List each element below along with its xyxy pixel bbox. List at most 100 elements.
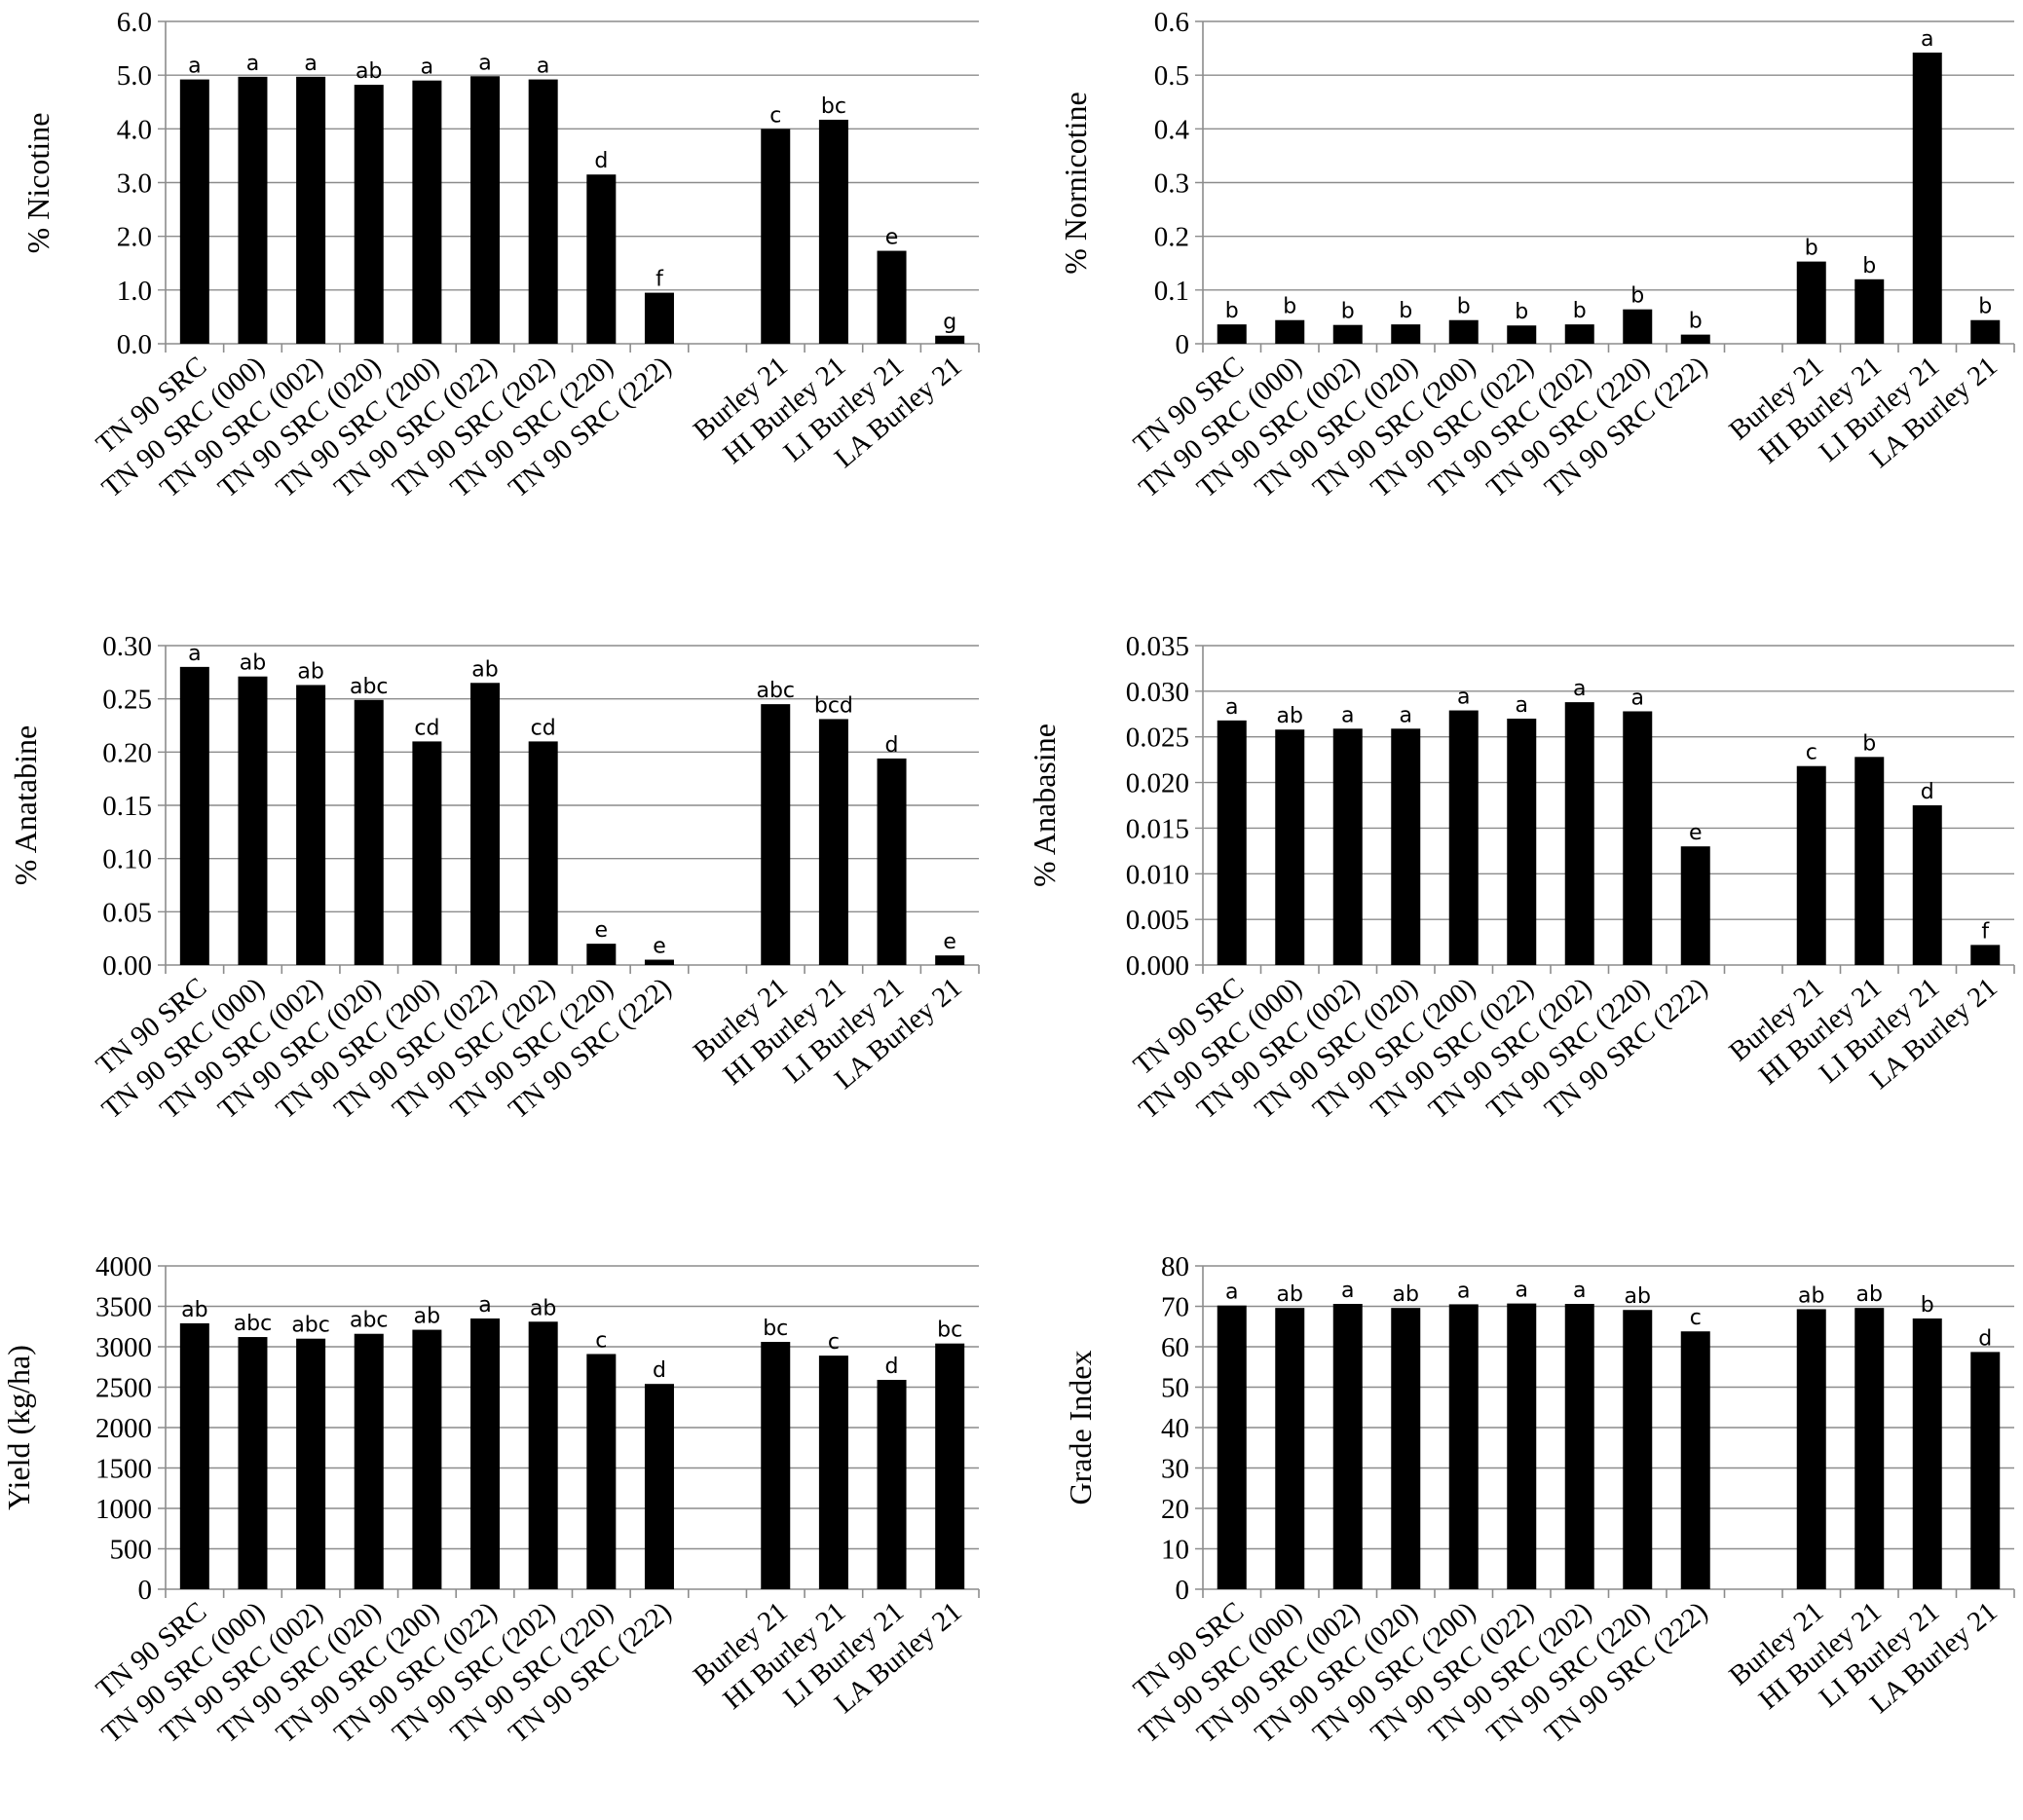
y-tick-label: 0.3 (1154, 168, 1189, 200)
significance-label: a (1516, 1279, 1528, 1303)
significance-label: b (1573, 299, 1587, 323)
bar (1275, 1308, 1305, 1589)
bar (1623, 711, 1653, 965)
bar (1854, 757, 1885, 965)
bar (818, 119, 848, 344)
y-tick-label: 0.10 (102, 844, 152, 875)
bar (1796, 261, 1826, 344)
bar (1217, 1305, 1247, 1589)
significance-label: ab (1798, 1283, 1824, 1308)
bar (470, 1318, 501, 1589)
bar (528, 79, 558, 344)
bar (1507, 1303, 1537, 1589)
bar (412, 80, 442, 344)
bar (179, 79, 209, 344)
y-tick-label: 0.15 (102, 791, 152, 822)
bar (1564, 324, 1594, 344)
significance-label: ab (297, 659, 323, 684)
bar (586, 1354, 617, 1589)
bar (1796, 1309, 1826, 1589)
significance-label: d (653, 1358, 666, 1383)
bar (1912, 1318, 1942, 1589)
significance-label: ab (1856, 1282, 1883, 1307)
y-tick-label: 4000 (95, 1251, 152, 1282)
significance-label: bc (937, 1319, 962, 1343)
bar (1970, 319, 2001, 344)
bar (1623, 1310, 1653, 1589)
bar (1854, 1308, 1885, 1589)
y-tick-label: 0.010 (1126, 859, 1189, 890)
bar (179, 1322, 209, 1589)
significance-label: b (1978, 295, 1992, 319)
bar (528, 1321, 558, 1589)
y-tick-label: 3500 (95, 1292, 152, 1323)
y-tick-label: 30 (1161, 1454, 1189, 1485)
significance-label: a (1631, 686, 1644, 710)
bar (296, 1338, 326, 1589)
yield-chart: 0 500 1000 1500 2000 2500 3000 3500 4000 Yield (k… (1, 1251, 980, 1749)
bar (238, 76, 268, 345)
significance-label: a (1457, 1279, 1470, 1303)
significance-label: a (188, 642, 201, 666)
bar (412, 1329, 442, 1589)
y-axis-label: % Anatabine (8, 725, 43, 885)
significance-label: a (537, 55, 549, 79)
bar (1912, 805, 1942, 965)
significance-label: d (1921, 780, 1934, 804)
significance-label: ab (1277, 1282, 1303, 1307)
significance-label: a (1400, 703, 1412, 727)
y-tick-label: 0.1 (1154, 276, 1189, 307)
significance-label: c (1806, 741, 1817, 765)
y-tick-label: 0.5 (1154, 60, 1189, 92)
bar (761, 704, 791, 965)
significance-label: cd (531, 716, 556, 740)
bar (1332, 1304, 1363, 1589)
significance-label: a (1921, 27, 1933, 52)
significance-label: e (595, 918, 609, 943)
bar (238, 676, 268, 965)
bar (296, 76, 326, 345)
bar (1391, 324, 1421, 344)
bar (1507, 325, 1537, 344)
significance-label: b (1630, 284, 1644, 309)
bar (1275, 729, 1305, 965)
significance-label: e (1689, 821, 1703, 845)
significance-label: a (1516, 693, 1528, 718)
y-axis-label: % Nornicotine (1058, 92, 1093, 275)
significance-label: b (1399, 299, 1412, 323)
y-tick-label: 6.0 (117, 7, 152, 38)
bar (1564, 702, 1594, 965)
y-tick-label: 3.0 (117, 168, 152, 200)
significance-label: f (656, 268, 664, 292)
y-tick-label: 0.015 (1126, 813, 1189, 844)
y-tick-label: 60 (1161, 1332, 1189, 1363)
bar (179, 666, 209, 965)
bar (1970, 1352, 2001, 1589)
y-axis-label: % Nicotine (20, 113, 56, 254)
significance-label: a (304, 52, 317, 76)
bar (470, 683, 501, 965)
significance-label: abc (350, 1309, 389, 1333)
significance-label: bc (821, 94, 846, 119)
y-tick-label: 0.020 (1126, 768, 1189, 799)
bar (470, 76, 501, 345)
significance-label: d (1978, 1326, 1992, 1351)
bar (877, 250, 907, 344)
significance-label: ab (1625, 1284, 1651, 1309)
y-tick-label: 0.030 (1126, 677, 1189, 708)
bar (1448, 319, 1479, 344)
y-tick-label: 0.25 (102, 685, 152, 716)
significance-label: c (828, 1330, 840, 1355)
bar (877, 758, 907, 965)
significance-label: b (1921, 1293, 1934, 1318)
y-tick-label: 1.0 (117, 276, 152, 307)
y-tick-label: 0.05 (102, 897, 152, 928)
significance-label: ab (356, 59, 382, 84)
bar (818, 719, 848, 965)
bar (586, 174, 617, 344)
bar (935, 335, 965, 344)
bar (1680, 846, 1710, 965)
y-tick-label: 0 (138, 1575, 153, 1606)
bar (1275, 319, 1305, 344)
